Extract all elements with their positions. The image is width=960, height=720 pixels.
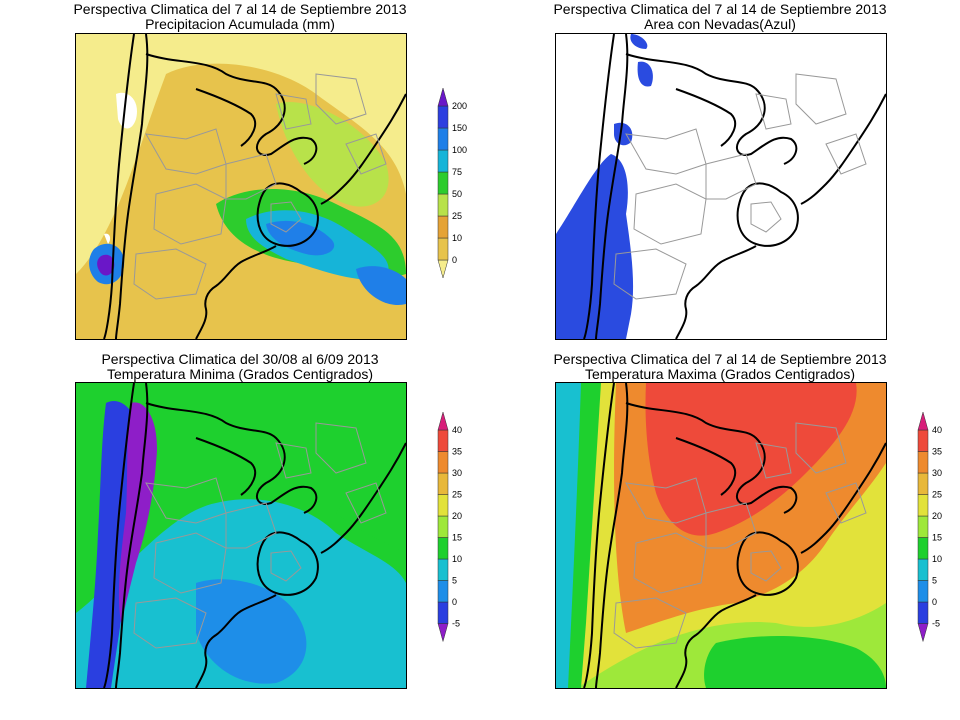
colorbar-labels: -5 0 5 10 15 20 25 30 35 40 xyxy=(452,425,462,629)
tmax-map xyxy=(555,382,887,689)
colorbar-label: 25 xyxy=(932,490,942,500)
colorbar-label: 50 xyxy=(452,189,462,199)
panel-title-line2: Precipitacion Acumulada (mm) xyxy=(145,16,335,32)
colorbar-label: 35 xyxy=(452,447,462,457)
colorbar-swatch xyxy=(437,580,449,603)
tmax-colorbar: -5 0 5 10 15 20 25 30 35 40 xyxy=(917,412,942,643)
colorbar-swatches xyxy=(437,412,449,643)
tmin-colorbar: -5 0 5 10 15 20 25 30 35 40 xyxy=(437,412,462,643)
colorbar-label: 30 xyxy=(932,468,942,478)
colorbar-swatch xyxy=(437,494,449,517)
colorbar-label: 20 xyxy=(452,511,462,521)
colorbar-label: 25 xyxy=(452,211,462,221)
colorbar-swatch xyxy=(437,412,449,431)
panel-title-line2: Area con Nevadas(Azul) xyxy=(644,16,796,32)
colorbar-swatches xyxy=(917,412,929,643)
colorbar-swatch xyxy=(437,149,449,173)
colorbar-swatch xyxy=(917,494,929,517)
colorbar-swatch xyxy=(917,623,929,643)
colorbar-swatch xyxy=(437,171,449,195)
panel-title-line1: Perspectiva Climatica del 7 al 14 de Sep… xyxy=(553,1,887,17)
colorbar-swatch xyxy=(917,429,929,452)
tmin-map xyxy=(75,382,407,689)
colorbar-label: -5 xyxy=(452,619,460,629)
colorbar-swatch xyxy=(437,623,449,643)
colorbar-label: 25 xyxy=(452,490,462,500)
colorbar-swatch xyxy=(917,451,929,474)
colorbar-labels: -5 0 5 10 15 20 25 30 35 40 xyxy=(932,425,942,629)
colorbar-label: 5 xyxy=(932,576,937,586)
precipitation-map xyxy=(75,33,407,340)
colorbar-swatch xyxy=(917,472,929,495)
colorbar-swatch xyxy=(917,601,929,624)
colorbar-swatch xyxy=(437,259,449,279)
colorbar-labels: 0 10 25 50 75 100 150 200 xyxy=(452,101,467,265)
colorbar-swatch xyxy=(437,127,449,151)
colorbar-label: 10 xyxy=(452,233,462,243)
colorbar-label: 40 xyxy=(932,425,942,435)
colorbar-label: 20 xyxy=(932,511,942,521)
colorbar-swatch xyxy=(917,558,929,581)
colorbar-label: 100 xyxy=(452,145,467,155)
colorbar-swatch xyxy=(437,105,449,129)
colorbar-label: 15 xyxy=(452,533,462,543)
panel-title-line2: Temperatura Minima (Grados Centigrados) xyxy=(106,366,374,382)
colorbar-swatch xyxy=(437,429,449,452)
colorbar-label: -5 xyxy=(932,619,940,629)
colorbar-label: 15 xyxy=(932,533,942,543)
snow-map xyxy=(555,33,887,340)
colorbar-swatch xyxy=(437,237,449,261)
colorbar-swatch xyxy=(437,451,449,474)
colorbar-label: 10 xyxy=(452,554,462,564)
colorbar-swatch xyxy=(917,580,929,603)
colorbar-label: 200 xyxy=(452,101,467,111)
colorbar-label: 0 xyxy=(452,597,457,607)
colorbar-swatch xyxy=(437,193,449,217)
precipitation-colorbar: 0 10 25 50 75 100 150 200 xyxy=(437,88,467,279)
panel-title-line1: Perspectiva Climatica del 7 al 14 de Sep… xyxy=(73,1,407,17)
colorbar-swatch xyxy=(437,558,449,581)
colorbar-swatch xyxy=(437,215,449,239)
colorbar-swatches xyxy=(437,88,449,279)
panel-title-line1: Perspectiva Climatica del 30/08 al 6/09 … xyxy=(101,351,379,367)
colorbar-label: 10 xyxy=(932,554,942,564)
colorbar-swatch xyxy=(437,537,449,560)
colorbar-label: 35 xyxy=(932,447,942,457)
colorbar-label: 75 xyxy=(452,167,462,177)
colorbar-swatch xyxy=(437,472,449,495)
colorbar-swatch xyxy=(437,601,449,624)
colorbar-label: 0 xyxy=(452,255,457,265)
colorbar-swatch xyxy=(917,412,929,431)
colorbar-label: 150 xyxy=(452,123,467,133)
colorbar-label: 30 xyxy=(452,468,462,478)
colorbar-swatch xyxy=(437,515,449,538)
colorbar-swatch xyxy=(437,88,449,107)
colorbar-swatch xyxy=(917,515,929,538)
colorbar-label: 5 xyxy=(452,576,457,586)
panel-title-line1: Perspectiva Climatica del 7 al 14 de Sep… xyxy=(553,351,887,367)
colorbar-label: 0 xyxy=(932,597,937,607)
colorbar-label: 40 xyxy=(452,425,462,435)
colorbar-swatch xyxy=(917,537,929,560)
panel-title-line2: Temperatura Maxima (Grados Centigrados) xyxy=(585,366,855,382)
